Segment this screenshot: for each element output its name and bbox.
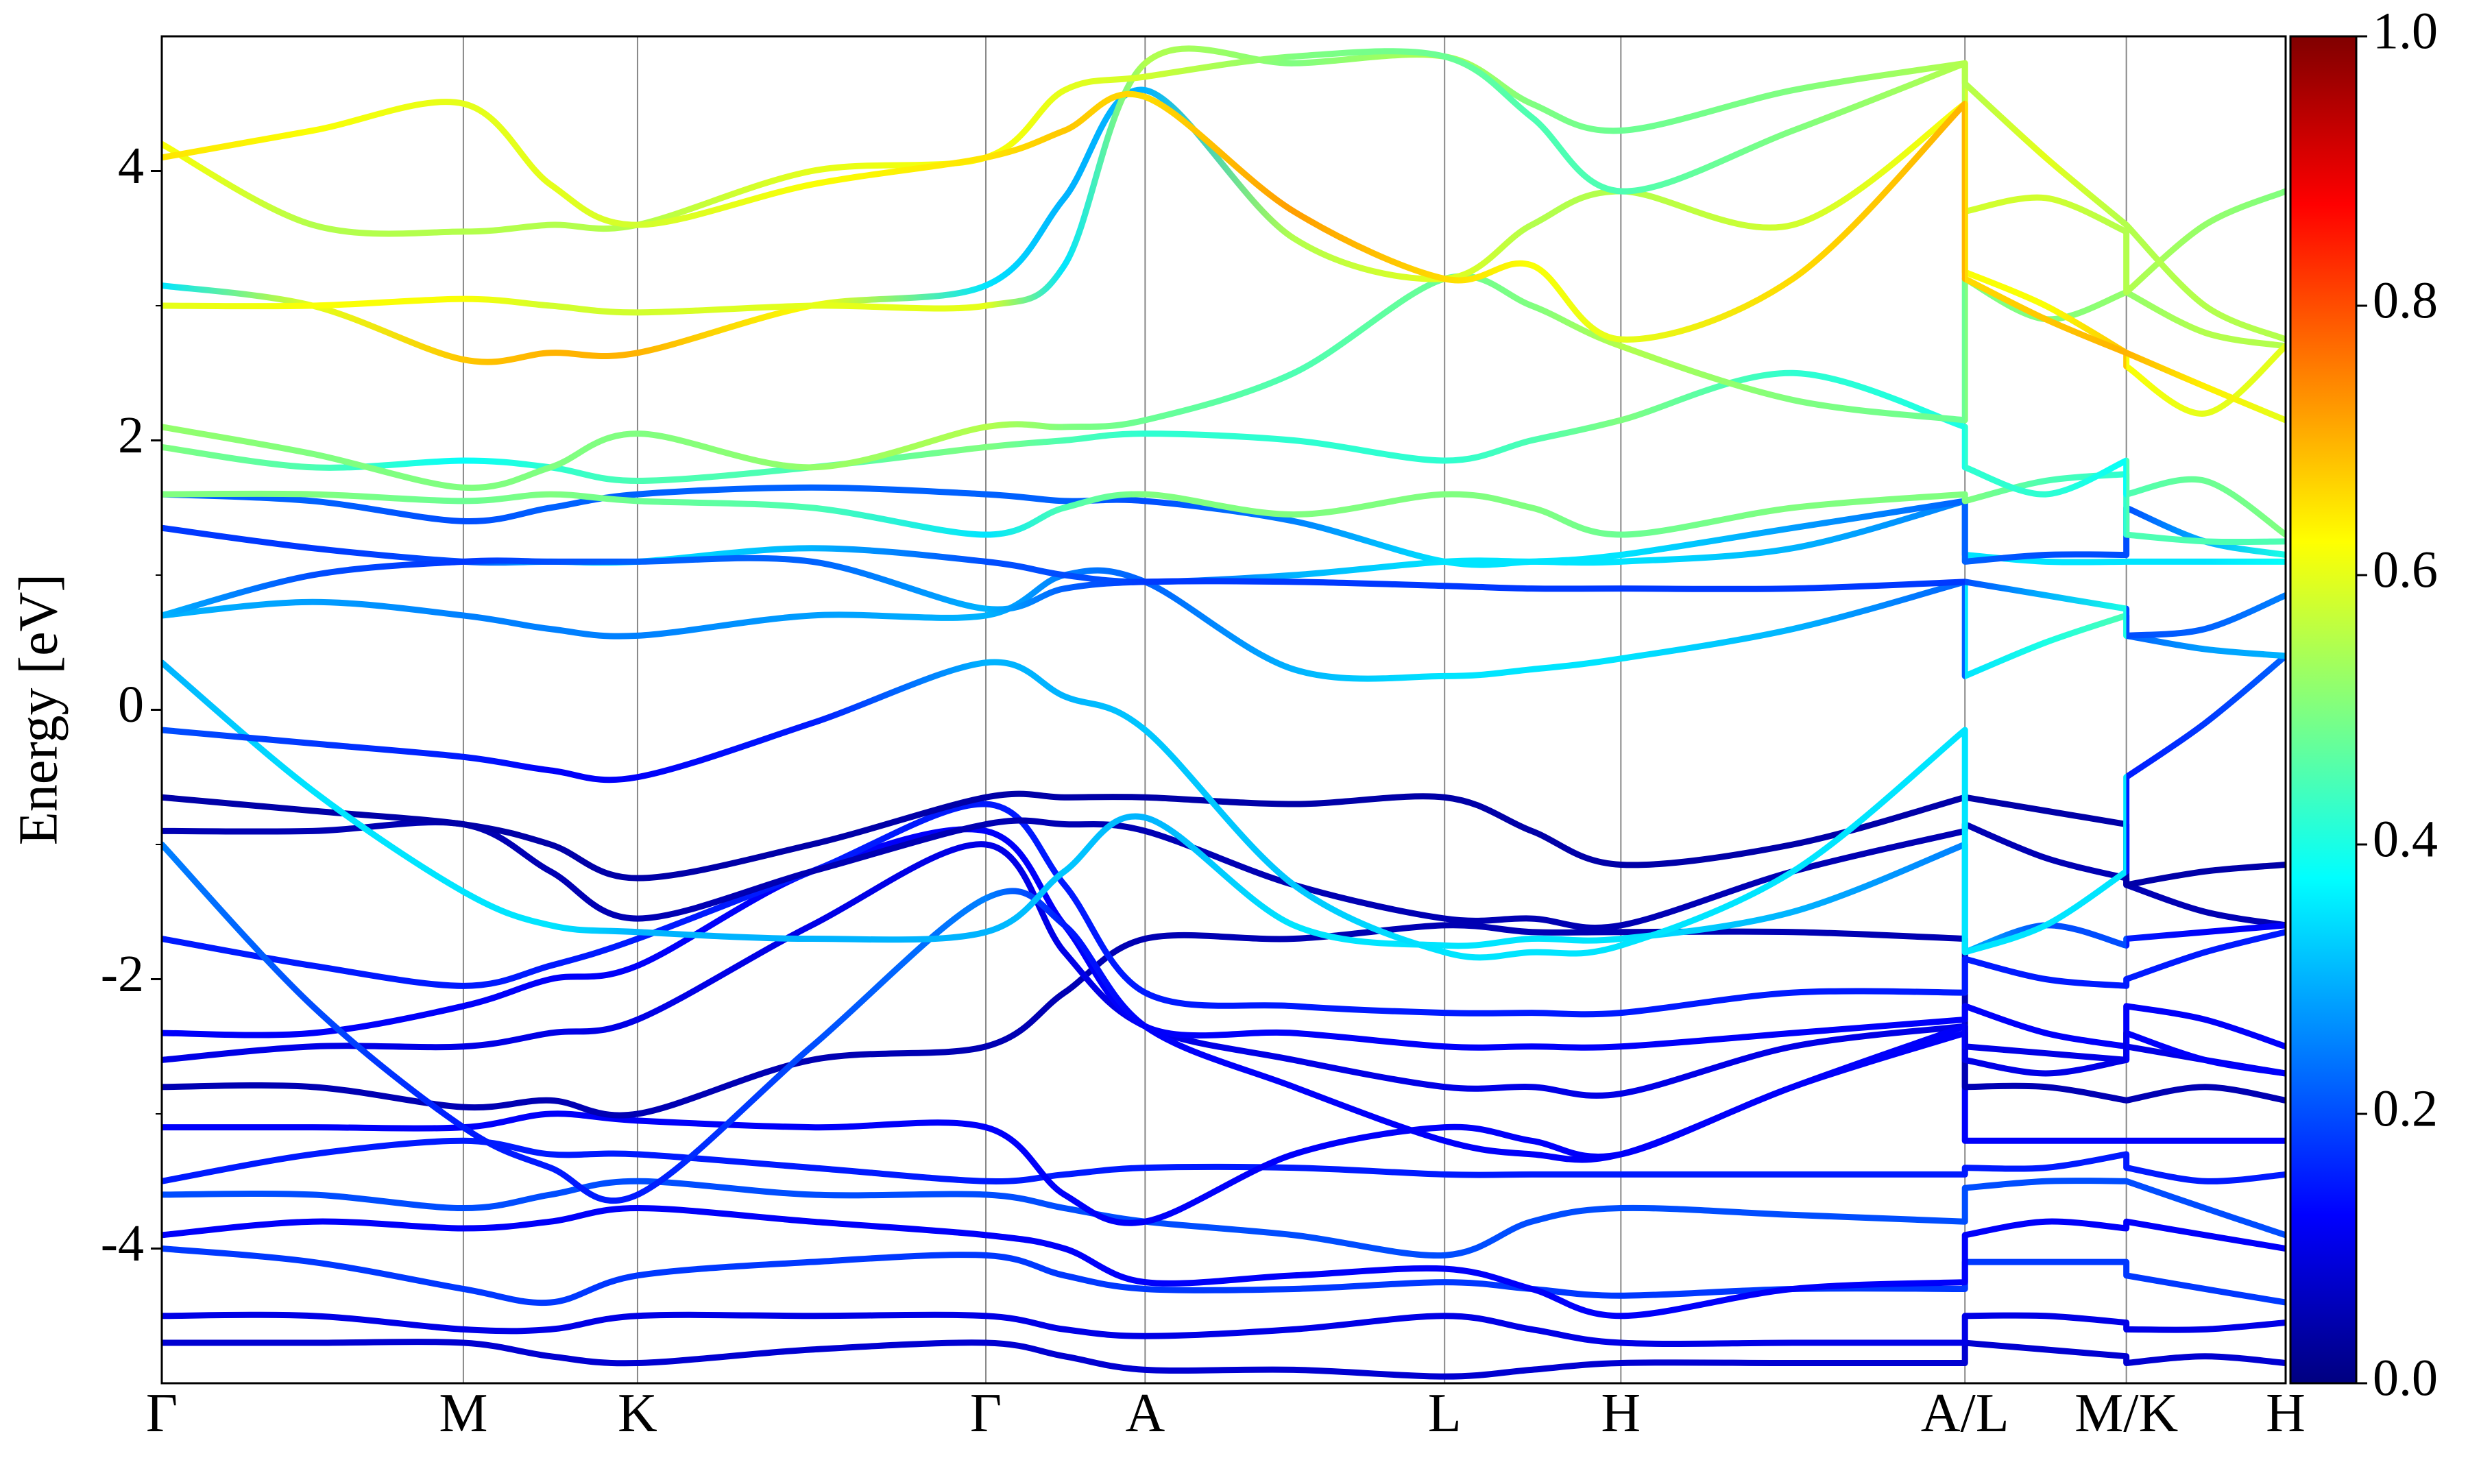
x-tick-label: K [618,1383,657,1444]
band [162,1339,2286,1380]
band [162,841,2286,1204]
band [162,801,2286,1018]
band [162,90,2286,424]
bands [162,45,2286,1380]
x-tick-label: M [439,1383,487,1444]
x-tick-label: A [1125,1383,1165,1444]
band [162,48,2286,343]
colorbar-tick-label: 0.6 [2373,541,2438,598]
band [162,653,2286,961]
colorbar [2289,35,2358,1385]
colorbar-tick-label: 0.8 [2373,271,2438,329]
colorbar-tick-label: 0.2 [2373,1080,2438,1137]
y-tick-label: 4 [118,137,144,195]
y-tick-label: 0 [118,676,144,733]
x-tick-label: H [1601,1383,1641,1444]
band [162,567,2286,682]
y-tick-label: -4 [101,1215,144,1272]
colorbar-tick-label: 0.4 [2373,810,2438,868]
band [162,922,2286,1119]
y-tick-label: 2 [118,406,144,464]
x-tick-label: Γ [146,1383,178,1444]
x-tick-label: M/K [2074,1383,2178,1444]
x-tick-label: H [2266,1383,2306,1444]
plot-frame [160,35,2287,1385]
band [162,471,2286,546]
band [162,1205,2286,1319]
band [162,86,2286,417]
band [162,273,2286,491]
x-tick-label: Γ [970,1383,1002,1444]
band [162,826,2286,1051]
band [162,1245,2286,1306]
x-tick-label: A/L [1921,1383,2009,1444]
band [162,1178,2286,1259]
band [162,555,2286,639]
band [162,817,2286,931]
band [162,484,2286,568]
band [162,790,2286,888]
band [162,1030,2286,1226]
y-tick-label: -2 [101,945,144,1003]
band [162,841,2286,1099]
band [162,1137,2286,1184]
colorbar-tick-label: 1.0 [2373,2,2438,60]
y-axis-label: Energy [eV] [8,574,69,845]
band [162,1311,2286,1347]
band [162,659,2286,956]
colorbar-tick-label: 0.0 [2373,1349,2438,1407]
x-tick-label: L [1428,1383,1462,1444]
